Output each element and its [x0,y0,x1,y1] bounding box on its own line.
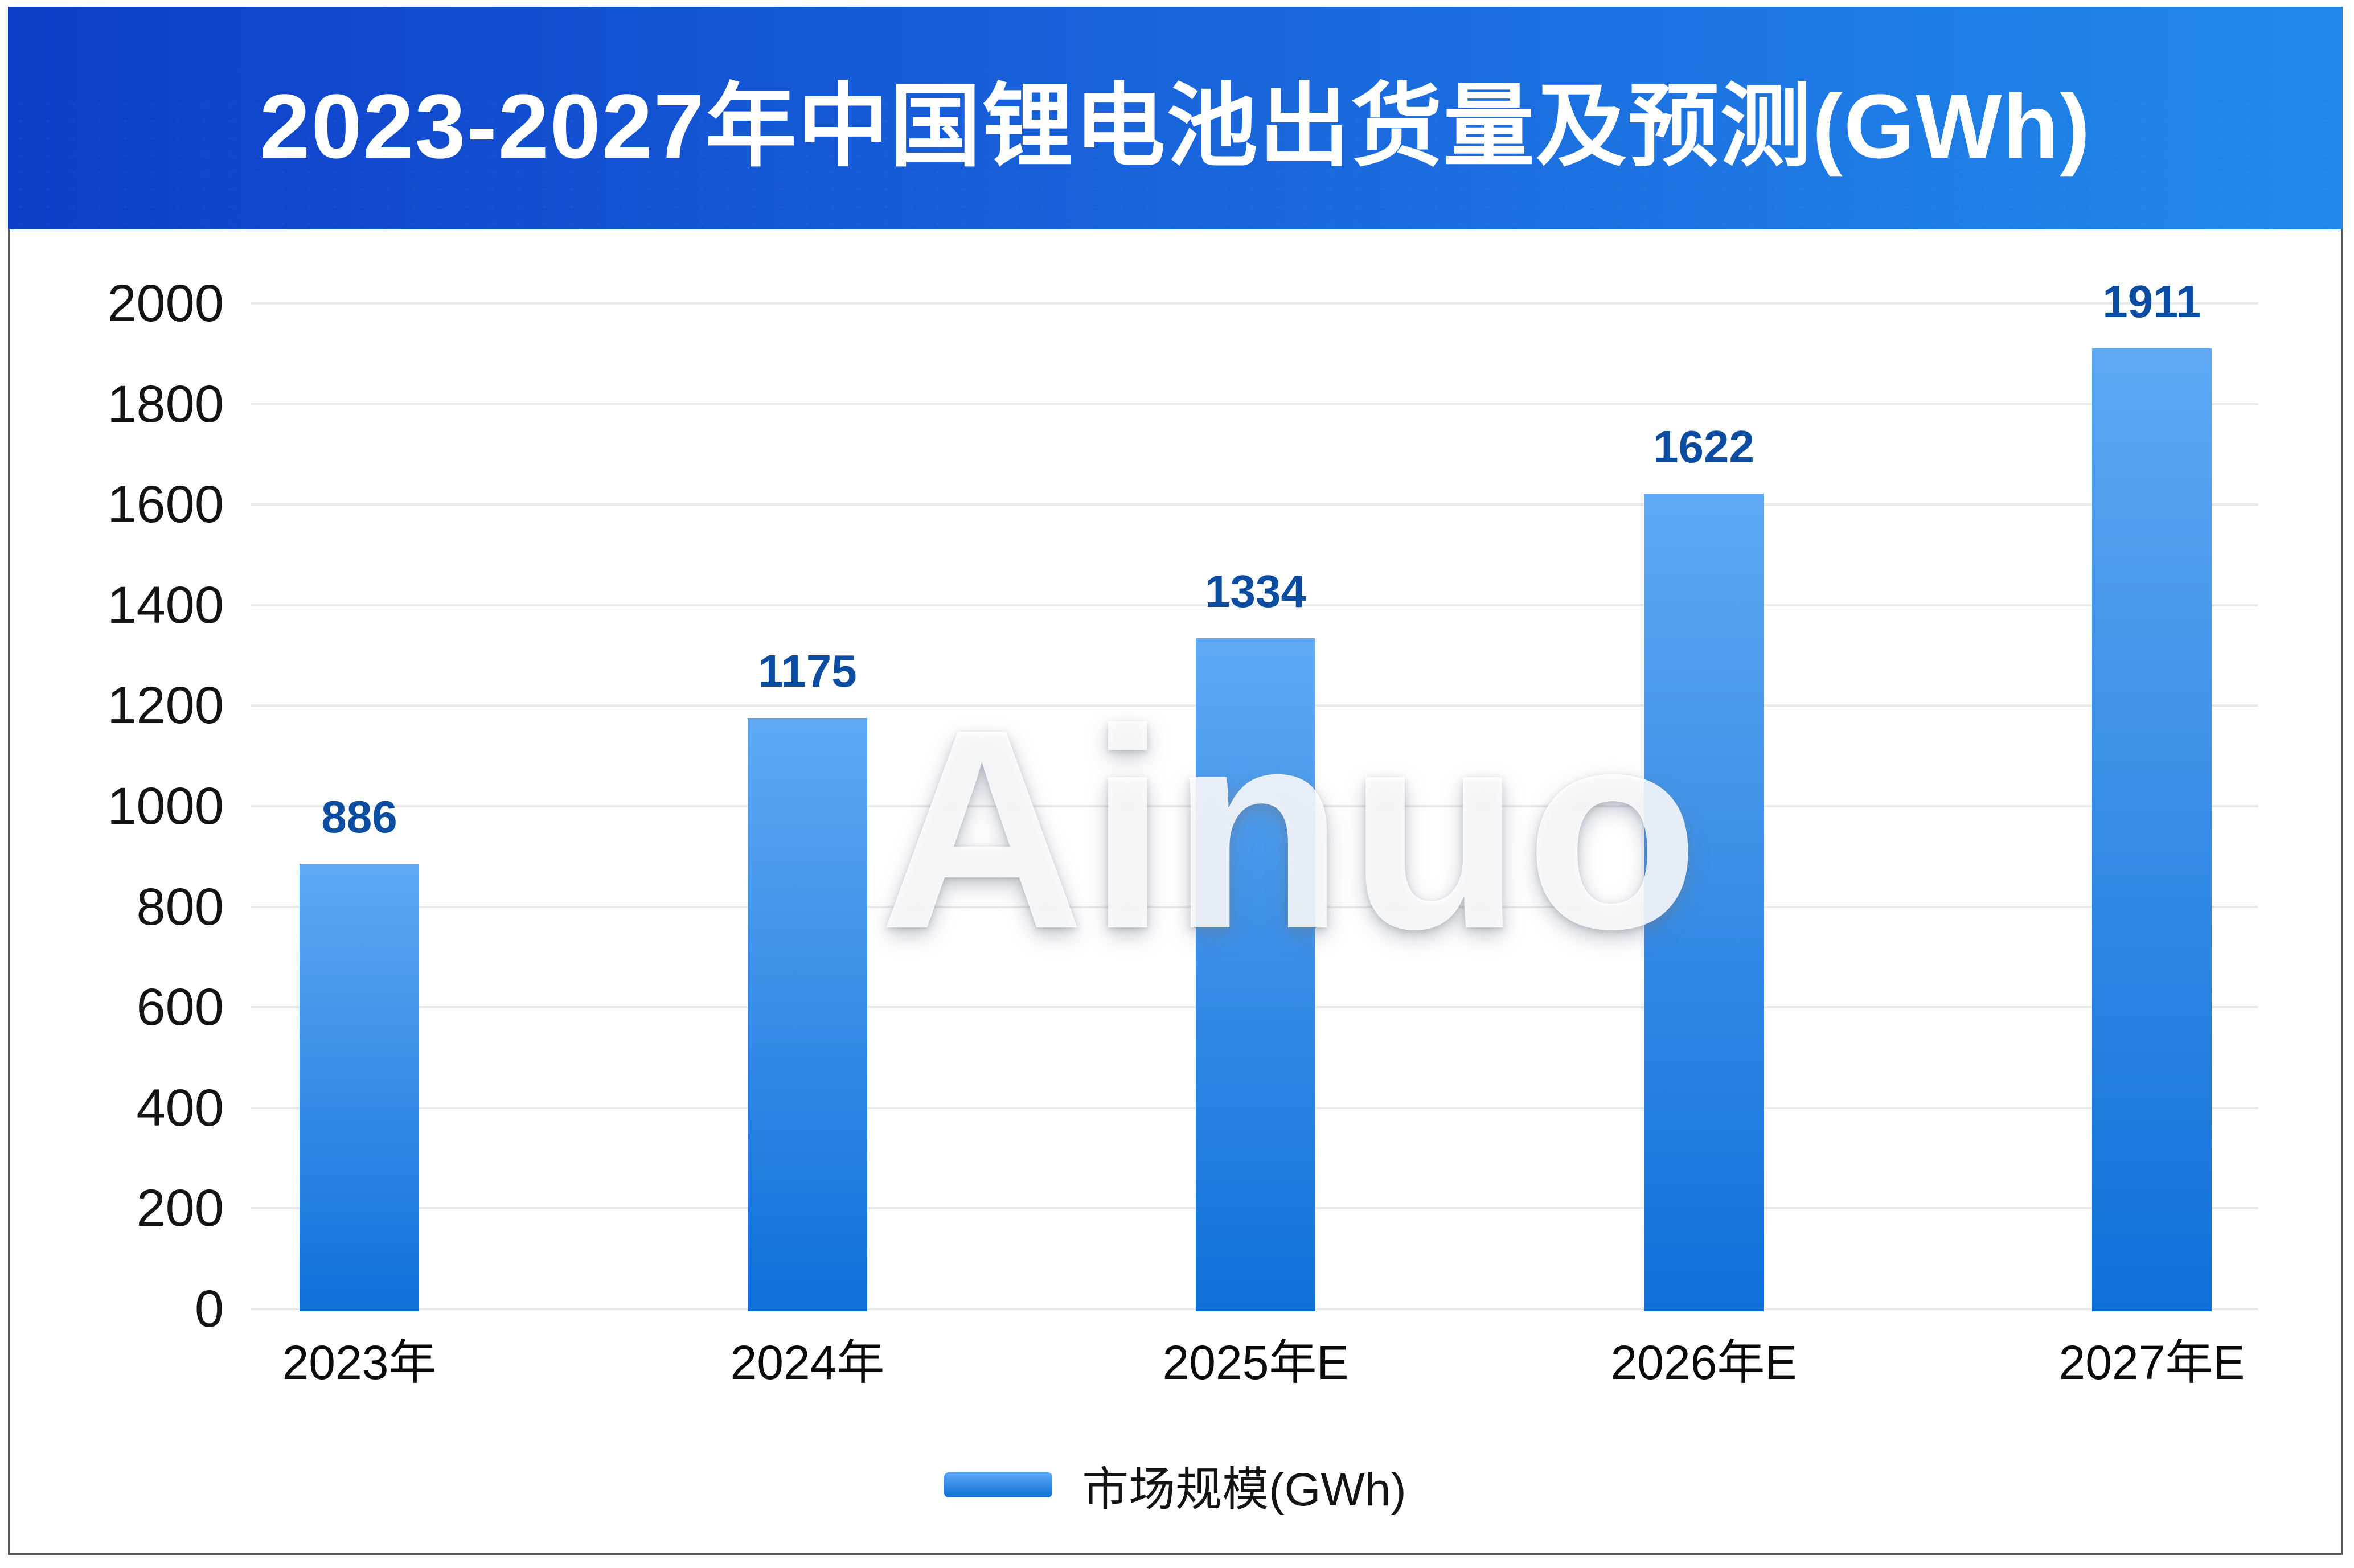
title-banner: 2023-2027年中国锂电池出货量及预测(GWh) [8,7,2343,229]
x-tick-label: 2025年E [1162,1336,1349,1389]
x-tick-label: 2026年E [1610,1336,1797,1389]
x-tick-label: 2023年 [282,1336,437,1389]
y-tick-label: 600 [136,978,224,1037]
y-tick-label: 2000 [107,274,224,333]
legend-label: 市场规模(GWh) [1082,1463,1406,1516]
gridline [251,503,2258,506]
y-tick-label: 0 [194,1280,224,1338]
y-tick-label: 1600 [107,475,224,534]
legend: 市场规模(GWh) [10,1454,2341,1516]
plot-area: 0 200 400 600 800 1000 1200 1400 1600 1800 2000 88… [10,9,2341,1553]
y-tick-label: 800 [136,877,224,936]
bar-2026年E [1644,493,1764,1311]
gridline [251,604,2258,606]
chart-card: 2023-2027年中国锂电池出货量及预测(GWh) 0 200 400 600 800… [8,7,2343,1555]
y-tick-label: 1800 [107,375,224,433]
x-tick-label: 2027年E [2058,1336,2245,1389]
gridline [251,302,2258,305]
y-tick-label: 1400 [107,576,224,634]
gridline [251,403,2258,405]
y-tick-label: 1200 [107,676,224,735]
bar-value-label: 1175 [758,646,857,697]
y-tick-label: 200 [136,1179,224,1238]
y-tick-label: 1000 [107,777,224,835]
bar-value-label: 1911 [2102,276,2201,327]
legend-swatch [944,1472,1053,1497]
bar-value-label: 1622 [1653,421,1754,472]
x-tick-label: 2024年 [730,1336,885,1389]
bar-value-label: 1334 [1205,566,1306,617]
bar-2024年 [748,718,867,1311]
y-tick-label: 400 [136,1078,224,1137]
bar-value-label: 886 [321,791,397,842]
bar-2025年E [1196,638,1315,1311]
bar-2027年E [2092,348,2212,1311]
bar-2023年 [300,863,419,1311]
page-title: 2023-2027年中国锂电池出货量及预测(GWh) [259,75,2091,177]
